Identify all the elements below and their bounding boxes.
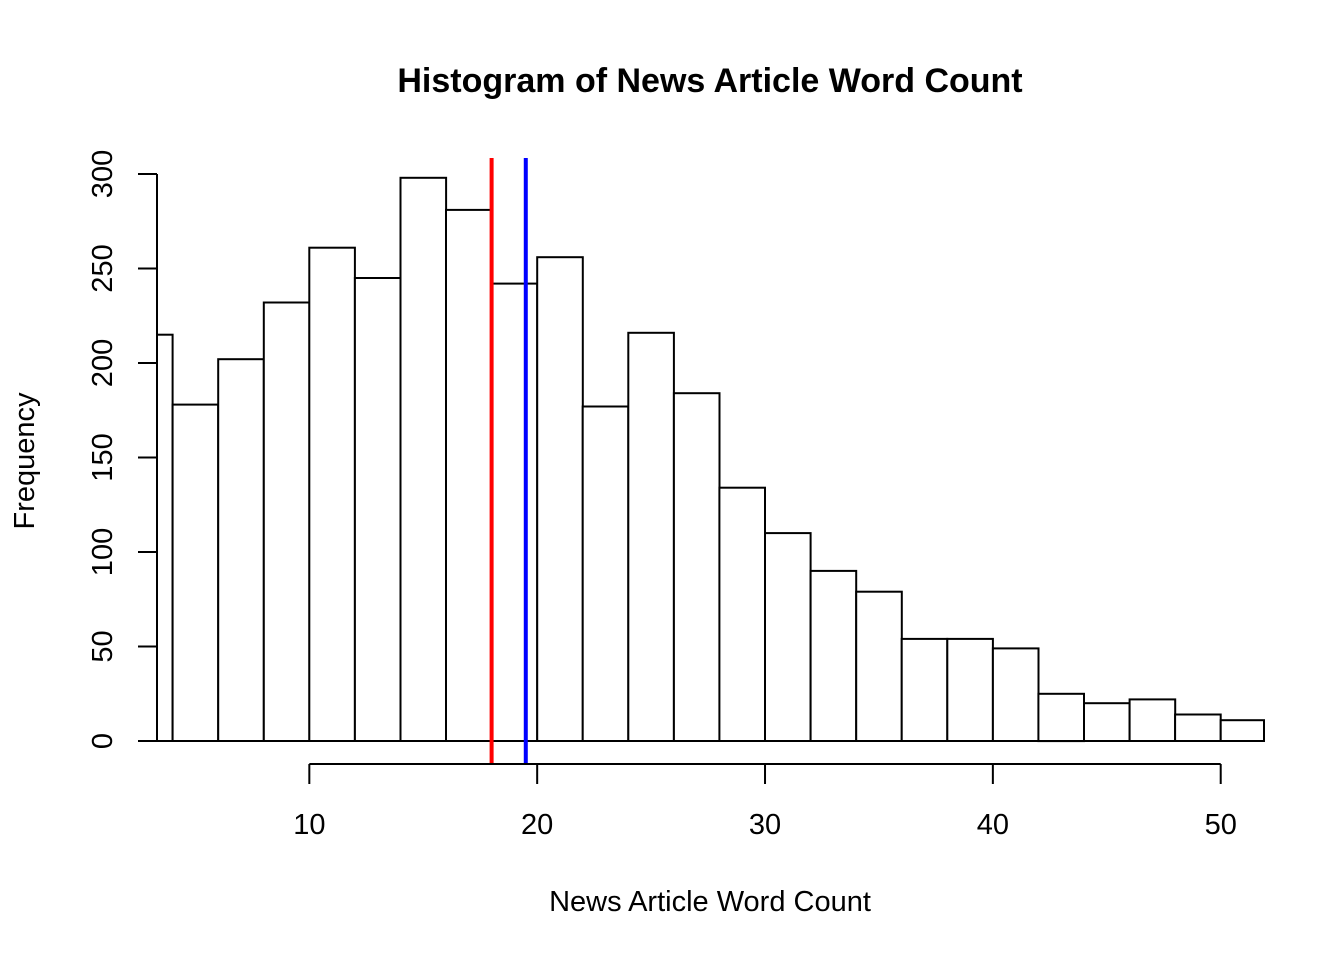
x-tick-label: 10 [293, 809, 325, 841]
histogram-bar [991, 647, 1040, 743]
y-tick-label: 50 [87, 630, 119, 662]
y-tick-label: 300 [87, 150, 119, 198]
histogram-bar [855, 590, 903, 743]
histogram-bar [217, 358, 265, 742]
x-axis-label: News Article Word Count [549, 886, 871, 918]
y-tick-label: 100 [87, 528, 119, 576]
histogram-bar [262, 301, 311, 742]
x-tick-label: 30 [749, 809, 781, 841]
histogram-bar [718, 486, 767, 743]
histogram-bar [308, 246, 356, 742]
histogram-bar [399, 176, 448, 743]
bars-group [156, 176, 1265, 743]
histogram-bar [627, 331, 675, 742]
y-axis-label: Frequency [9, 392, 41, 530]
histogram-bar [1128, 698, 1177, 743]
y-tick-label: 200 [87, 339, 119, 387]
histogram-bar [946, 637, 994, 743]
histogram-bar [809, 569, 858, 743]
histogram-bar [490, 282, 539, 742]
x-tick-label: 40 [977, 809, 1009, 841]
y-axis: 0 50 100 150 200 250 300 [87, 150, 158, 749]
histogram-bar [900, 637, 949, 743]
histogram-bar [764, 532, 812, 742]
histogram-bar [156, 333, 174, 742]
x-axis: 10 20 30 40 50 [293, 763, 1237, 841]
histogram-bar [1083, 702, 1131, 743]
histogram-bar [445, 208, 493, 742]
x-tick-label: 50 [1205, 809, 1237, 841]
histogram-bar [1219, 719, 1265, 743]
histogram-bar [536, 256, 584, 742]
histogram-bar [1037, 692, 1086, 743]
y-tick-label: 150 [87, 433, 119, 481]
histogram-bar [171, 403, 220, 742]
reference-lines-group [489, 158, 528, 764]
histogram-bar [353, 277, 402, 742]
histogram-bar [581, 405, 630, 742]
histogram-bar [1174, 713, 1222, 742]
chart-title: Histogram of News Article Word Count [397, 62, 1022, 100]
y-tick-label: 250 [87, 244, 119, 292]
y-tick-label: 0 [87, 733, 119, 749]
x-tick-label: 20 [521, 809, 553, 841]
histogram-bar [672, 392, 721, 742]
